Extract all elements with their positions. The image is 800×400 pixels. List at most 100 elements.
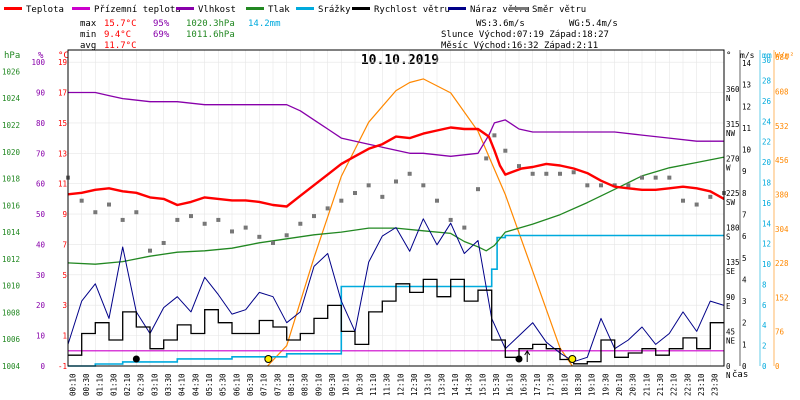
x-axis-ticks: 00:10 00:30 01:10 01:30 02:10 02:30 03:10 03:30… — [68, 373, 719, 396]
hpa-tick-label: 1012 — [2, 255, 20, 264]
x-tick-label: 14:30 — [465, 373, 474, 396]
mm-tick-label: 26 — [762, 97, 772, 106]
wind-dir-dot — [339, 198, 344, 203]
wind-dir-dot — [517, 164, 521, 169]
legend-swatch — [4, 7, 22, 10]
legend-swatch — [510, 7, 528, 10]
stat-min-temp: 9.4°C — [104, 30, 131, 40]
legend-label: Náraz větru — [470, 5, 530, 15]
x-tick-label: 03:10 — [150, 373, 159, 396]
wm2-tick-label: 0 — [775, 362, 780, 371]
wind-speed-line — [68, 278, 724, 365]
ms-tick-label: 1 — [742, 340, 747, 349]
mm-tick-label: 20 — [762, 158, 772, 167]
x-tick-label: 08:10 — [287, 373, 296, 396]
mm-tick-label: 22 — [762, 138, 771, 147]
wind-dir-dot — [148, 248, 152, 253]
x-tick-label: 13:10 — [424, 373, 433, 396]
legend-label: Srážky — [318, 5, 351, 15]
x-tick-label: 12:10 — [396, 373, 405, 396]
x-tick-label: 02:10 — [123, 373, 132, 396]
ms-tick-label: 9 — [742, 167, 747, 176]
ms-tick-label: 13 — [742, 81, 751, 90]
wm2-tick-label: 456 — [775, 156, 789, 165]
wind-dir-dot — [284, 233, 289, 238]
x-tick-label: 04:30 — [191, 373, 200, 396]
mm-tick-label: 8 — [762, 280, 767, 289]
ms-tick-label: 8 — [742, 189, 747, 198]
wind-dir-dot — [421, 183, 426, 188]
pressure-line — [67, 156, 725, 265]
x-tick-label: 18:30 — [574, 373, 583, 396]
wind-dir-dot — [120, 217, 125, 222]
deg-tick-label: 360 — [726, 85, 740, 94]
x-tick-label: 18:10 — [560, 373, 569, 396]
deg-tick-label: 135 — [726, 258, 740, 267]
temp-unit-label: °C — [58, 51, 69, 61]
mm-tick-label: 10 — [762, 260, 772, 269]
wind-arrow-head — [524, 350, 531, 356]
temp-tick-label: 17 — [58, 89, 67, 98]
sun-marker — [568, 355, 577, 363]
ms-tick-label: 6 — [742, 232, 747, 241]
wm2-tick-label: 304 — [775, 225, 789, 234]
wm2-tick-label: 76 — [775, 328, 785, 337]
legend-swatch — [176, 7, 194, 10]
wind-dir-dot — [612, 183, 617, 188]
dir-tick-label: NW — [726, 129, 736, 138]
pct-tick-label: 70 — [36, 149, 46, 158]
deg-tick-label: 270 — [726, 154, 740, 163]
x-tick-label: 17:10 — [533, 373, 542, 396]
dir-tick-label: SE — [726, 267, 736, 276]
ms-tick-label: 14 — [742, 59, 752, 68]
wm2-tick-label: 532 — [775, 122, 789, 131]
wind-dir-dot — [216, 217, 221, 222]
x-tick-label: 01:10 — [96, 373, 105, 396]
x-tick-label: 15:10 — [478, 373, 487, 396]
hpa-tick-label: 1024 — [2, 94, 21, 103]
stat-max-label: max — [80, 19, 97, 29]
mm-unit-label: mm — [762, 51, 772, 60]
chart-title: 10.10.2019 — [361, 53, 439, 68]
deg-tick-label: 45 — [726, 327, 735, 336]
x-tick-label: 06:30 — [246, 373, 255, 396]
pct-tick-label: 60 — [36, 180, 46, 189]
x-tick-label: 16:10 — [506, 373, 515, 396]
x-tick-label: 11:30 — [383, 373, 392, 396]
wind-dir-dot — [366, 183, 371, 188]
wind-dir-dot — [407, 171, 412, 176]
pct-tick-label: 100 — [31, 58, 45, 67]
wind-dir-dot — [107, 202, 111, 207]
temp-tick-label: 15 — [58, 119, 67, 128]
x-tick-label: 22:30 — [683, 373, 692, 396]
wind-dir-dot — [585, 183, 590, 188]
wind-dir-dot — [484, 156, 489, 161]
legend-swatch — [352, 7, 370, 10]
x-tick-label: 00:10 — [68, 373, 77, 396]
x-tick-label: 02:30 — [137, 373, 146, 396]
legend-swatch — [448, 7, 466, 10]
wind-dir-dot — [708, 194, 713, 199]
dir-tick-label: E — [726, 302, 731, 311]
wind-dir-dot — [257, 234, 262, 239]
x-tick-label: 12:30 — [410, 373, 419, 396]
hpa-tick-label: 1016 — [2, 201, 21, 210]
wind-dir-dot — [353, 191, 357, 196]
temp-tick-label: 7 — [62, 240, 67, 249]
sun-info: Slunce Východ:07:19 Západ:18:27 — [441, 30, 609, 40]
mm-tick-label: 0 — [762, 362, 767, 371]
wind-dir-dot — [667, 175, 672, 180]
temp-tick-label: 9 — [62, 210, 67, 219]
wm2-tick-label: 608 — [775, 88, 789, 97]
legend-swatch — [296, 7, 314, 10]
stat-min-label: min — [80, 30, 96, 40]
stat-max-rain: 14.2mm — [248, 19, 281, 29]
stat-avg-temp: 11.7°C — [104, 41, 137, 51]
wind-dir-dot — [93, 210, 98, 215]
moon-info: Měsíc Východ:16:32 Západ:2:11 — [441, 41, 598, 51]
hpa-tick-label: 1004 — [2, 362, 21, 371]
legend-label: Tlak — [268, 5, 290, 15]
pct-unit-label: % — [38, 51, 44, 61]
temperature-line — [67, 126, 725, 208]
